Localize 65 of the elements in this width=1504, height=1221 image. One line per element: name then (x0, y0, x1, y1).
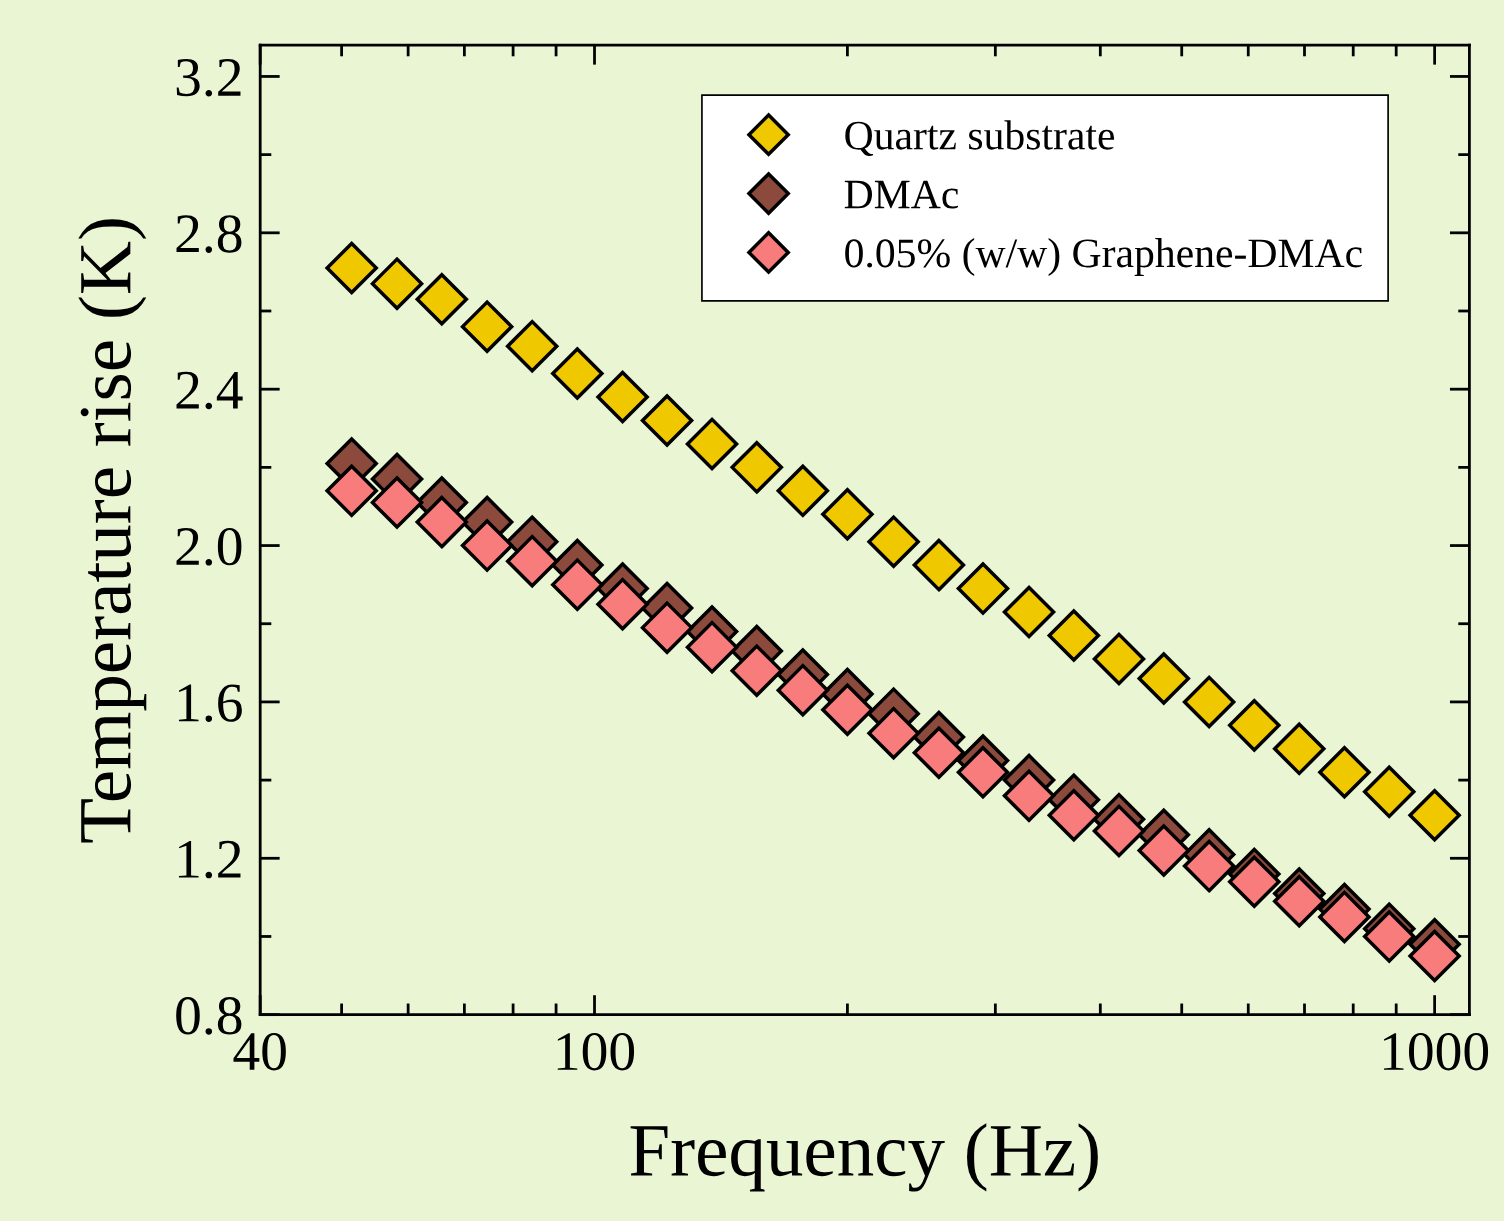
point (551, 347, 604, 400)
point (551, 558, 604, 611)
point (1362, 910, 1416, 963)
x-tick-label: 40 (233, 1032, 286, 1071)
y-tick-label: 2.0 (176, 527, 242, 566)
point (1047, 788, 1101, 842)
point (1408, 788, 1461, 842)
point (460, 519, 514, 572)
y-axis-title: Temperature rise (K) (78, 219, 147, 843)
point (1272, 874, 1326, 928)
point (1318, 890, 1371, 944)
point (1227, 855, 1281, 909)
point (776, 464, 830, 518)
point (685, 417, 739, 471)
point (730, 441, 784, 494)
y-tick-label: 1.6 (178, 684, 242, 722)
point (1182, 839, 1236, 893)
point (1002, 769, 1056, 823)
point (730, 644, 784, 697)
point (370, 476, 424, 529)
point (1092, 804, 1146, 858)
point (596, 577, 649, 631)
legend-label: DMAc (844, 180, 959, 209)
point (956, 745, 1010, 799)
y-tick-label: 2.4 (176, 371, 243, 410)
legend-label: Quartz substrate (845, 120, 1115, 157)
point (325, 464, 378, 518)
point (640, 601, 694, 654)
point (821, 683, 874, 737)
point (821, 487, 874, 541)
point (1318, 745, 1371, 799)
point (776, 663, 830, 717)
point (505, 319, 559, 373)
point (1272, 722, 1326, 776)
point (1002, 585, 1056, 639)
point (1137, 824, 1191, 877)
y-tick-label: 3.2 (176, 58, 241, 97)
point (1092, 632, 1146, 686)
point (460, 300, 514, 353)
point (640, 394, 694, 447)
point (596, 370, 649, 424)
x-axis-title: Frequency (Hz) (630, 1123, 1098, 1192)
x-tick-label: 1000 (1383, 1032, 1489, 1071)
point (867, 706, 920, 760)
point (505, 534, 559, 588)
x-tick-label: 100 (557, 1032, 635, 1071)
point (912, 726, 966, 780)
point (1047, 609, 1101, 662)
point (370, 257, 424, 310)
point (685, 620, 739, 674)
point (1362, 765, 1416, 819)
y-tick-label: 0.8 (176, 996, 242, 1035)
point (325, 241, 378, 295)
point (1408, 929, 1461, 983)
point (867, 515, 920, 568)
y-tick-label: 1.2 (178, 840, 241, 879)
point (415, 272, 469, 326)
legend-label: 0.05% (w/w) Graphene-DMAc (845, 238, 1362, 276)
y-tick-label: 2.8 (176, 215, 242, 253)
point (415, 495, 469, 549)
point (1227, 699, 1281, 752)
point (956, 562, 1010, 615)
point (912, 538, 966, 592)
point (1182, 675, 1236, 729)
point (1137, 652, 1191, 705)
